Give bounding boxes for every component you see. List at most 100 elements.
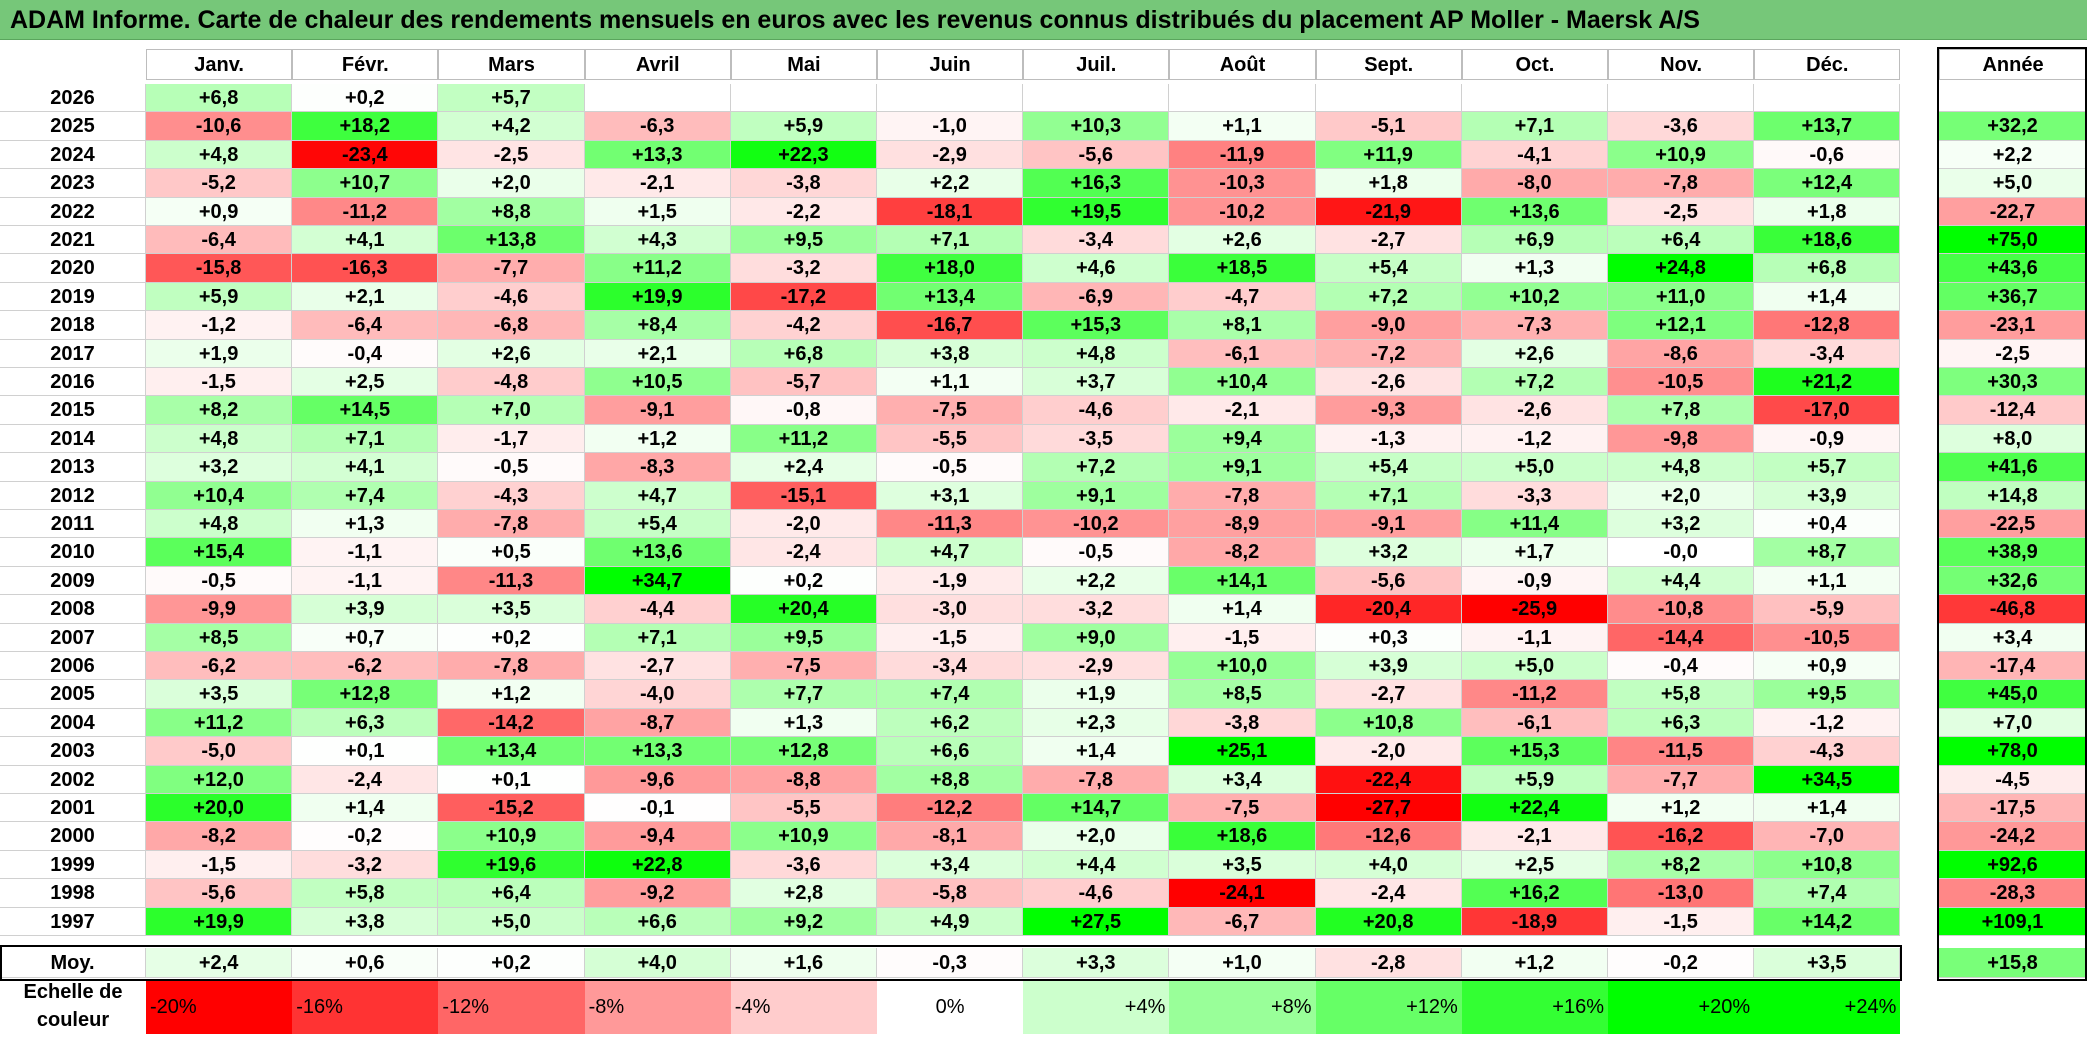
heatmap-cell: -8,2 xyxy=(1169,538,1316,567)
heatmap-cell: +4,4 xyxy=(1608,566,1755,596)
heatmap-cell: -16,3 xyxy=(292,254,439,283)
heatmap-cell: -2,1 xyxy=(1169,396,1316,425)
heatmap-cell: +7,0 xyxy=(438,396,585,425)
heatmap-cell: +1,4 xyxy=(1754,794,1901,823)
row-year-label: 2015 xyxy=(0,396,146,425)
heatmap-cell: -24,1 xyxy=(1169,879,1316,908)
row-year-label: 2005 xyxy=(0,680,146,709)
heatmap-cell: +14,7 xyxy=(1023,794,1170,823)
heatmap-cell: +10,9 xyxy=(730,822,877,851)
heatmap-cell: +10,9 xyxy=(1608,140,1755,170)
heatmap-cell: -1,7 xyxy=(438,424,585,454)
heatmap-cell: +2,0 xyxy=(1023,822,1170,851)
heatmap-cell: -10,2 xyxy=(1023,510,1170,539)
heatmap-cell: -4,1 xyxy=(1461,140,1608,170)
heatmap-cell: -15,8 xyxy=(146,254,293,283)
heatmap-cell: +4,3 xyxy=(584,226,731,255)
heatmap-cell: -0,6 xyxy=(1754,140,1901,170)
annual-cell: -24,2 xyxy=(1939,822,2087,851)
heatmap-cell: -0,0 xyxy=(1608,538,1755,567)
heatmap-cell: -9,0 xyxy=(1315,311,1462,340)
heatmap-cell: +10,7 xyxy=(292,169,439,198)
row-year-label: 2016 xyxy=(0,368,146,397)
heatmap-cell: +16,2 xyxy=(1461,879,1608,908)
heatmap-cell: -3,2 xyxy=(730,254,877,283)
heatmap-cell: -1,9 xyxy=(877,566,1024,596)
heatmap-cell: +12,8 xyxy=(292,680,439,709)
heatmap-cell: -5,8 xyxy=(877,879,1024,908)
heatmap-cell: +0,9 xyxy=(1754,652,1901,681)
heatmap-cell: +13,6 xyxy=(1461,197,1608,226)
heatmap-cell: -10,8 xyxy=(1608,595,1755,624)
heatmap-cell: +3,9 xyxy=(1754,481,1901,510)
heatmap-cell: +4,7 xyxy=(584,481,731,510)
heatmap-cell: -2,1 xyxy=(1461,822,1608,851)
annual-cell: +92,6 xyxy=(1939,850,2087,880)
heatmap-cell: -7,5 xyxy=(730,652,877,681)
annual-cell: +43,6 xyxy=(1939,254,2087,283)
average-cell: +3,3 xyxy=(1023,948,1170,978)
heatmap-cell: +5,9 xyxy=(730,112,877,141)
column-header: Avril xyxy=(584,49,731,80)
heatmap-cell: +15,4 xyxy=(146,538,293,567)
heatmap-cell: -8,6 xyxy=(1608,339,1755,368)
heatmap-cell: +14,1 xyxy=(1169,566,1316,596)
column-header: Févr. xyxy=(292,49,439,80)
heatmap-cell: +4,8 xyxy=(146,510,293,539)
heatmap-cell: +20,0 xyxy=(146,794,293,823)
heatmap-cell: -2,7 xyxy=(1315,680,1462,709)
heatmap-cell: -0,5 xyxy=(438,453,585,482)
heatmap-cell: -4,6 xyxy=(1023,879,1170,908)
heatmap-cell: -3,5 xyxy=(1023,424,1170,454)
heatmap-cell: +1,7 xyxy=(1461,538,1608,567)
row-year-label: 2007 xyxy=(0,623,146,652)
heatmap-cell: +8,4 xyxy=(584,311,731,340)
heatmap-cell: +18,6 xyxy=(1169,822,1316,851)
heatmap-cell: -7,3 xyxy=(1461,311,1608,340)
heatmap-cell: +2,5 xyxy=(292,368,439,397)
heatmap-cell: +13,6 xyxy=(584,538,731,567)
heatmap-cell: -1,5 xyxy=(1169,623,1316,652)
scale-swatch: +8% xyxy=(1169,980,1316,1034)
heatmap-cell: -2,4 xyxy=(292,765,439,794)
heatmap-cell: +7,1 xyxy=(877,226,1024,255)
page-title: ADAM Informe. Carte de chaleur des rende… xyxy=(0,0,2087,40)
heatmap-cell: +9,5 xyxy=(730,226,877,255)
heatmap-cell: -4,0 xyxy=(584,680,731,709)
heatmap-cell: -8,2 xyxy=(146,822,293,851)
scale-swatch: +24% xyxy=(1754,980,1901,1034)
heatmap-cell: +5,4 xyxy=(584,510,731,539)
heatmap-cell: -5,6 xyxy=(146,879,293,908)
heatmap-cell: -2,6 xyxy=(1461,396,1608,425)
heatmap-cell: +1,2 xyxy=(1608,794,1755,823)
heatmap-cell: +7,7 xyxy=(730,680,877,709)
heatmap-cell: +5,9 xyxy=(146,282,293,312)
heatmap-cell: +10,3 xyxy=(1023,112,1170,141)
heatmap-cell: +5,0 xyxy=(438,907,585,936)
heatmap-cell: +3,5 xyxy=(438,595,585,624)
heatmap-cell: +7,4 xyxy=(1754,879,1901,908)
annual-cell: +32,6 xyxy=(1939,566,2087,596)
heatmap-cell: -5,5 xyxy=(730,794,877,823)
heatmap-cell: +1,1 xyxy=(1754,566,1901,596)
heatmap-cell: +12,0 xyxy=(146,765,293,794)
heatmap-cell: -5,1 xyxy=(1315,112,1462,141)
heatmap-cell: +3,4 xyxy=(877,850,1024,880)
heatmap-cell: -12,8 xyxy=(1754,311,1901,340)
heatmap-cell: +6,8 xyxy=(730,339,877,368)
heatmap-cell: -17,0 xyxy=(1754,396,1901,425)
heatmap-cell: +13,3 xyxy=(584,737,731,766)
annual-cell xyxy=(1939,84,2087,113)
heatmap-cell: -3,2 xyxy=(292,850,439,880)
heatmap-cell: +0,1 xyxy=(438,765,585,794)
heatmap-cell: +5,0 xyxy=(1461,453,1608,482)
heatmap-cell: -3,4 xyxy=(877,652,1024,681)
heatmap-cell: -1,2 xyxy=(1461,424,1608,454)
heatmap-cell: +2,1 xyxy=(292,282,439,312)
heatmap-cell: +3,9 xyxy=(1315,652,1462,681)
heatmap-cell: +0,9 xyxy=(146,197,293,226)
heatmap-cell: +8,5 xyxy=(146,623,293,652)
heatmap-cell: +1,3 xyxy=(292,510,439,539)
heatmap-cell: -0,5 xyxy=(146,566,293,596)
